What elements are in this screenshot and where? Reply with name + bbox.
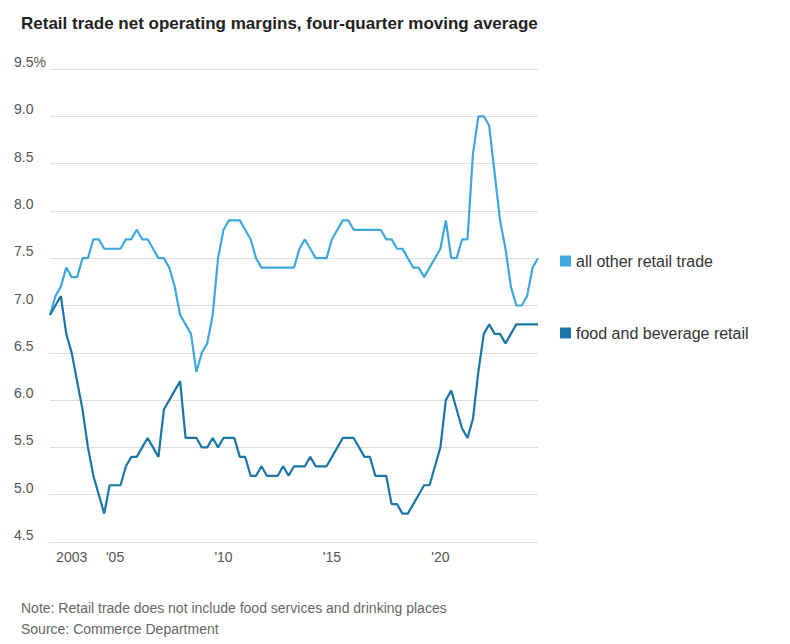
svg-text:'05: '05 xyxy=(106,549,124,565)
svg-text:9.0: 9.0 xyxy=(14,101,34,117)
svg-text:'10: '10 xyxy=(214,549,232,565)
svg-text:7.0: 7.0 xyxy=(14,291,34,307)
svg-text:all other retail trade: all other retail trade xyxy=(576,253,713,270)
svg-text:'15: '15 xyxy=(323,549,341,565)
svg-text:Note: Retail trade does not in: Note: Retail trade does not include food… xyxy=(21,600,447,616)
svg-text:9.5%: 9.5% xyxy=(14,54,46,70)
svg-text:8.5: 8.5 xyxy=(14,149,34,165)
svg-text:6.0: 6.0 xyxy=(14,385,34,401)
svg-text:6.5: 6.5 xyxy=(14,338,34,354)
svg-text:'20: '20 xyxy=(431,549,449,565)
svg-text:4.5: 4.5 xyxy=(14,527,34,543)
svg-text:2003: 2003 xyxy=(56,549,87,565)
svg-text:7.5: 7.5 xyxy=(14,243,34,259)
svg-text:8.0: 8.0 xyxy=(14,196,34,212)
svg-text:Retail trade net operating mar: Retail trade net operating margins, four… xyxy=(21,14,538,33)
svg-text:5.5: 5.5 xyxy=(14,432,34,448)
svg-text:food and beverage retail: food and beverage retail xyxy=(576,325,749,342)
svg-text:Source: Commerce Department: Source: Commerce Department xyxy=(21,621,219,637)
svg-text:5.0: 5.0 xyxy=(14,480,34,496)
